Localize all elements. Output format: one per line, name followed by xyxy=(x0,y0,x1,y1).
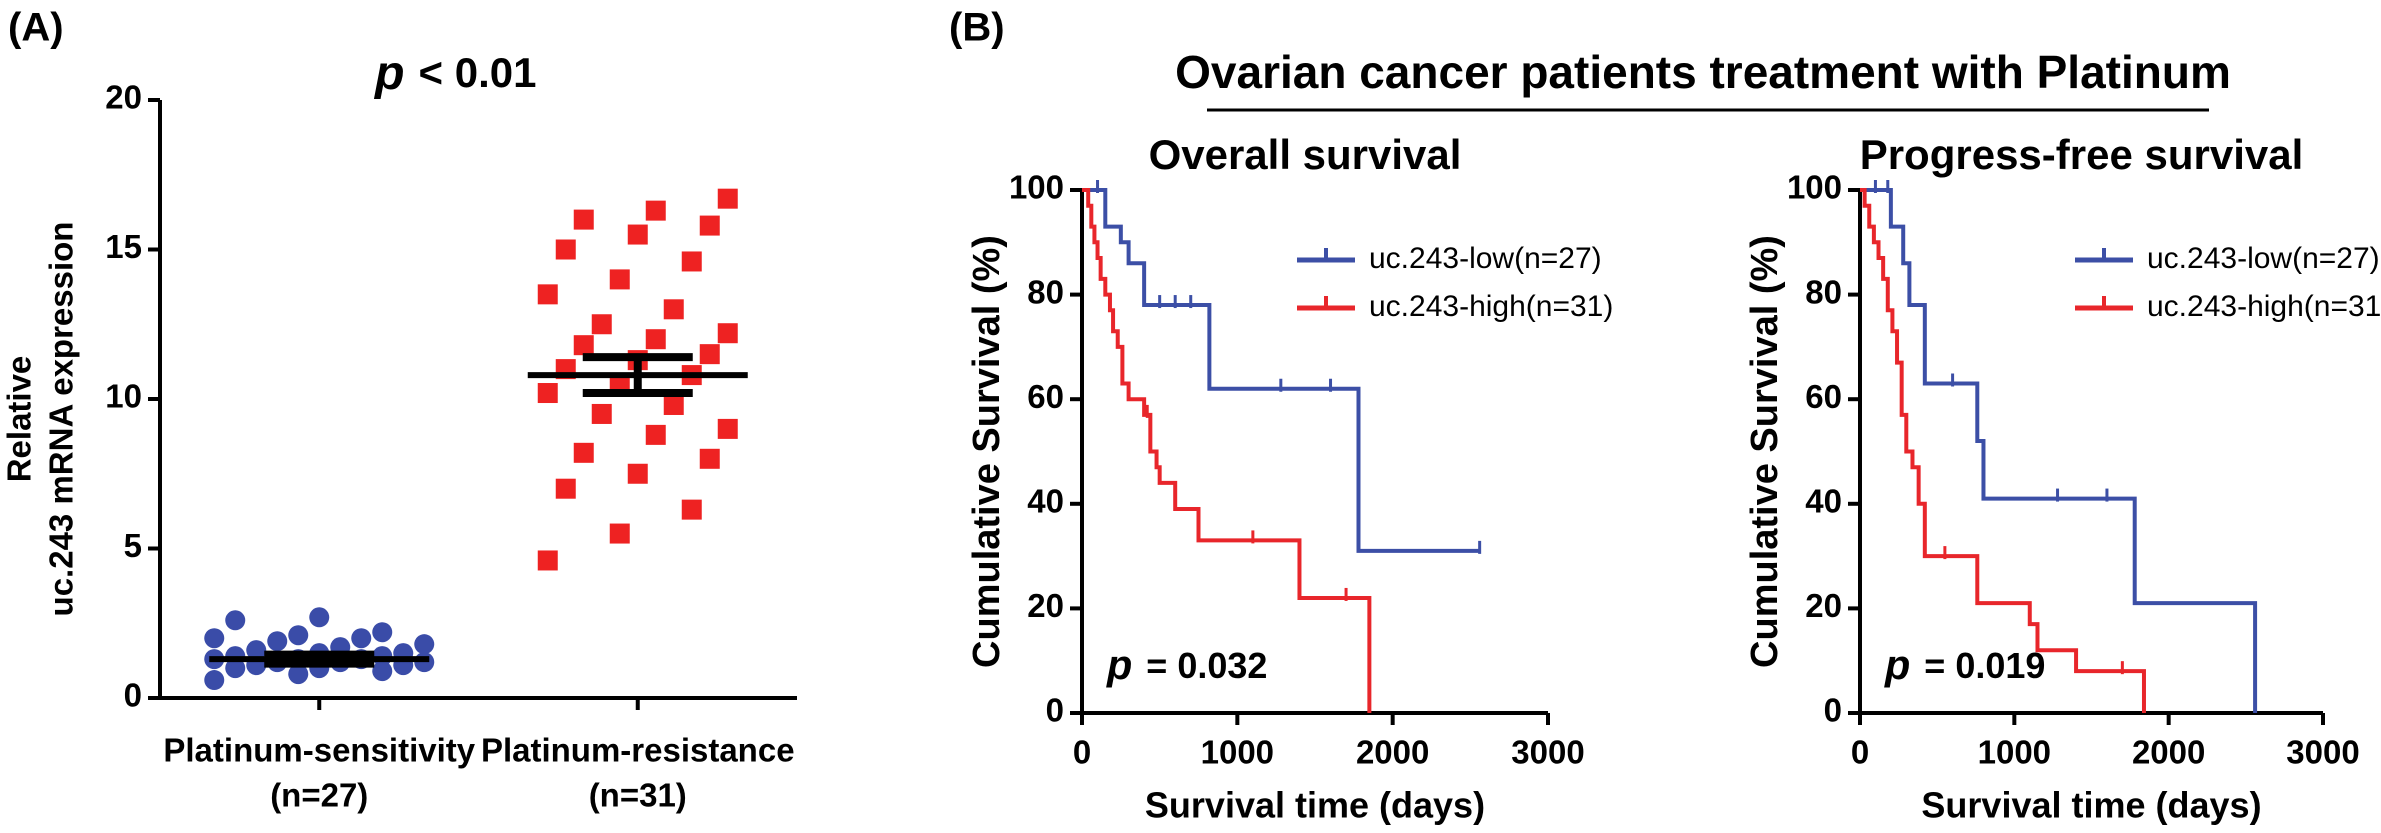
panel-label: (A) xyxy=(8,6,64,50)
y-tick-label: 20 xyxy=(1027,587,1064,624)
dot xyxy=(537,284,558,305)
dot xyxy=(699,215,720,236)
error-bar xyxy=(264,650,375,668)
dot xyxy=(225,610,246,631)
x-axis-label: Survival time (days) xyxy=(1921,785,2261,826)
dot xyxy=(609,523,630,544)
dot xyxy=(309,607,330,628)
dot xyxy=(555,478,576,499)
dot xyxy=(717,188,738,209)
dot xyxy=(663,299,684,320)
annotation-italic: p xyxy=(373,46,405,100)
legend-label: uc.243-high(n=31) xyxy=(2147,290,2381,323)
y-tick-label: 100 xyxy=(1787,169,1842,206)
y-tick-label: 0 xyxy=(1824,692,1842,729)
x-tick-label: 0 xyxy=(1073,734,1091,771)
dot xyxy=(372,661,393,682)
dot xyxy=(645,329,666,350)
dot xyxy=(699,448,720,469)
dot xyxy=(555,239,576,260)
legend-label: uc.243-low(n=27) xyxy=(1369,242,1602,275)
dot xyxy=(627,463,648,484)
y-tick-label: 20 xyxy=(105,79,142,116)
x-tick-label: 3000 xyxy=(1511,734,1584,771)
y-tick-label: 0 xyxy=(124,677,142,714)
survival-curve xyxy=(1082,188,1480,553)
suptitle: Ovarian cancer patients treatment with P… xyxy=(1175,46,2231,98)
dot xyxy=(609,269,630,290)
x-tick-label: 1000 xyxy=(1201,734,1274,771)
dot xyxy=(645,424,666,445)
y-axis-label: uc.243 mRNA expression xyxy=(43,222,80,617)
x-axis-label: Survival time (days) xyxy=(1145,785,1485,826)
x-tick-label: 2000 xyxy=(2132,734,2205,771)
survival-curve xyxy=(1082,188,1372,713)
x-tick-label: Platinum-resistance xyxy=(481,732,795,769)
dot xyxy=(573,335,594,356)
dot xyxy=(288,664,309,685)
y-axis-label: Cumulative Survival (%) xyxy=(1744,235,1786,668)
dot xyxy=(246,640,267,661)
legend-label: uc.243-high(n=31) xyxy=(1369,290,1613,323)
dot xyxy=(591,314,612,335)
error-bar xyxy=(582,353,693,398)
dot xyxy=(204,628,225,649)
dot xyxy=(372,622,393,643)
y-tick-label: 40 xyxy=(1027,483,1064,520)
annotation: p = 0.032 xyxy=(1106,642,1267,688)
annotation: p < 0.01 xyxy=(373,46,536,100)
dot xyxy=(591,403,612,424)
dot xyxy=(681,251,702,272)
y-tick-label: 15 xyxy=(105,228,142,265)
dot xyxy=(663,394,684,415)
y-tick-label: 100 xyxy=(1009,169,1064,206)
y-tick-label: 0 xyxy=(1046,692,1064,729)
dot xyxy=(267,631,288,652)
dot xyxy=(537,383,558,404)
x-tick-label: 1000 xyxy=(1978,734,2051,771)
x-tick-label: 2000 xyxy=(1356,734,1429,771)
x-tick-label: (n=31) xyxy=(589,777,687,814)
survival-curve xyxy=(1860,188,2258,713)
panel-label: (B) xyxy=(949,6,1005,50)
annotation: p = 0.019 xyxy=(1884,642,2045,688)
annotation-text: = 0.019 xyxy=(1924,645,2045,686)
annotation-text: = 0.032 xyxy=(1146,645,1267,686)
y-axis-label: Cumulative Survival (%) xyxy=(966,235,1008,668)
dot xyxy=(699,344,720,365)
annotation-italic: p xyxy=(1884,642,1910,688)
chart-title: Progress-free survival xyxy=(1860,131,2304,178)
y-tick-label: 5 xyxy=(124,527,142,564)
annotation-text: < 0.01 xyxy=(419,49,537,96)
y-tick-label: 10 xyxy=(105,378,142,415)
dot xyxy=(204,670,225,691)
y-tick-label: 80 xyxy=(1027,273,1064,310)
x-tick-label: 0 xyxy=(1851,734,1869,771)
x-tick-label: Platinum-sensitivity xyxy=(163,732,475,769)
legend-label: uc.243-low(n=27) xyxy=(2147,242,2380,275)
dot xyxy=(414,634,435,655)
dot xyxy=(288,625,309,646)
dot xyxy=(573,442,594,463)
dot xyxy=(573,209,594,230)
y-axis-label: Relative xyxy=(1,356,38,483)
dot xyxy=(681,499,702,520)
y-tick-label: 60 xyxy=(1027,378,1064,415)
dot xyxy=(351,628,372,649)
x-tick-label: 3000 xyxy=(2286,734,2359,771)
dot xyxy=(717,418,738,439)
dot xyxy=(645,200,666,221)
x-tick-label: (n=27) xyxy=(270,777,368,814)
survival-curve xyxy=(1860,188,2146,713)
y-tick-label: 20 xyxy=(1805,587,1842,624)
y-tick-label: 60 xyxy=(1805,378,1842,415)
y-tick-label: 80 xyxy=(1805,273,1842,310)
dot xyxy=(717,323,738,344)
dot xyxy=(627,224,648,245)
annotation-italic: p xyxy=(1106,642,1132,688)
y-tick-label: 40 xyxy=(1805,483,1842,520)
chart-title: Overall survival xyxy=(1149,131,1462,178)
dot xyxy=(537,550,558,571)
